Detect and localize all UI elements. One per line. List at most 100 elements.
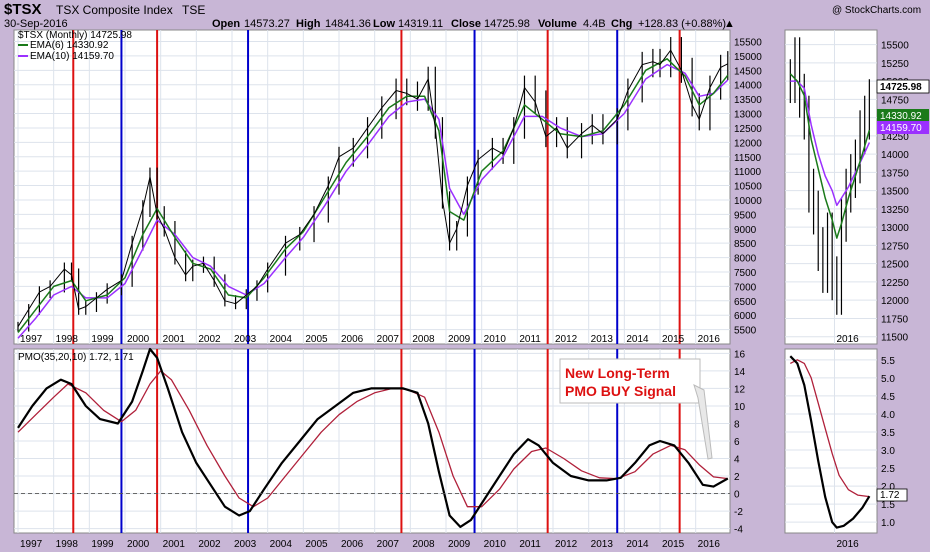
price-x-tick: 2000 [127, 334, 150, 345]
zoom-price-y-tick: 13750 [881, 168, 909, 179]
pmo-x-tick: 2007 [377, 539, 400, 550]
zoom-pmo-y-tick: 4.5 [881, 392, 895, 403]
open-value: 14573.27 [244, 18, 290, 30]
zoom-price-y-tick: 15500 [881, 41, 909, 52]
zoom-price-y-tick: 12000 [881, 296, 909, 307]
price-y-tick: 9500 [734, 210, 757, 221]
zoom-price-y-tick: 12750 [881, 241, 909, 252]
close-label: Close [451, 18, 481, 30]
price-x-tick: 2015 [662, 334, 685, 345]
zoom-price-y-tick: 15250 [881, 59, 909, 70]
price-y-tick: 7500 [734, 268, 757, 279]
pmo-x-tick: 2013 [591, 539, 614, 550]
price-x-tick: 2010 [484, 334, 507, 345]
price-x-tick: 2003 [234, 334, 257, 345]
zoom-price-y-tick: 13250 [881, 205, 909, 216]
price-y-tick: 10500 [734, 182, 762, 193]
volume-label: Volume [538, 18, 577, 30]
chg-arrow-icon: ▲ [724, 18, 735, 30]
annotation-box [559, 358, 701, 404]
zoom-pmo-y-tick: 1.5 [881, 500, 895, 511]
legend-pmo: PMO(35,20,10) 1.72, 1.71 [18, 352, 134, 363]
zoom-ema10-line [790, 80, 871, 207]
index-name: TSX Composite Index [56, 3, 173, 17]
zoom-pmo-line [789, 355, 871, 529]
open-label: Open [212, 18, 240, 30]
zoom-price-y-tick: 12500 [881, 260, 909, 271]
zoom-pmo-y-tick: 1.0 [881, 518, 895, 529]
price-x-tick: 1999 [91, 334, 114, 345]
volume-value: 4.4B [583, 18, 606, 30]
main-series [17, 37, 729, 528]
pmo-x-tick: 2002 [198, 539, 221, 550]
zoom-pmo-y-tick: 5.5 [881, 356, 895, 367]
zoom-ema6-line [789, 73, 871, 239]
zoom-pmo-signal-line [790, 359, 870, 498]
pmo-x-tick: 2005 [305, 539, 328, 550]
price-y-tick: 7000 [734, 282, 757, 293]
price-y-tick: 12000 [734, 138, 762, 149]
price-x-tick: 2014 [626, 334, 649, 345]
high-value: 14841.36 [325, 18, 371, 30]
legend-ema6: EMA(6) 14330.92 [30, 40, 109, 51]
close-value: 14725.98 [484, 18, 530, 30]
price-x-tick: 2008 [412, 334, 435, 345]
ema6-line [17, 58, 729, 333]
annotation-line1: New Long-Term [565, 365, 670, 381]
low-value: 14319.11 [398, 18, 443, 30]
pmo-x-tick: 1997 [20, 539, 43, 550]
pmo-y-tick: 10 [734, 402, 746, 413]
price-y-tick: 11000 [734, 167, 762, 178]
pmo-y-tick: 4 [734, 455, 740, 466]
pmo-x-tick: 2006 [341, 539, 364, 550]
zoom-price-y-tick: 11500 [881, 333, 909, 344]
pmo-y-tick: 14 [734, 367, 746, 378]
price-y-tick: 13500 [734, 95, 762, 106]
zoom-pmo-y-tick: 3.0 [881, 446, 895, 457]
zoom-price-y-tick: 12250 [881, 278, 909, 289]
price-legend: $TSX (Monthly) 14725.98 EMA(6) 14330.92 … [18, 30, 132, 62]
price-y-tick: 12500 [734, 124, 762, 135]
price-y-tick: 5500 [734, 326, 757, 337]
zoom-pmo-y-tick: 4.0 [881, 410, 895, 421]
annotation-pointer-icon [693, 384, 713, 460]
watermark: @ StockCharts.com [832, 5, 921, 16]
pmo-badge [876, 488, 908, 502]
zoom-pmo-y-tick: 3.5 [881, 428, 895, 439]
zoom-pmo-x-tick: 2016 [836, 539, 859, 550]
price-y-tick: 14500 [734, 66, 762, 77]
pmo-x-tick: 2009 [448, 539, 471, 550]
price-x-tick: 2012 [555, 334, 578, 345]
close-badge-text: 14725.98 [880, 82, 922, 93]
pmo-x-tick: 1998 [56, 539, 79, 550]
price-x-tick: 2009 [448, 334, 471, 345]
symbol-label: $TSX [4, 1, 42, 18]
ema10-badge-text: 14159.70 [880, 123, 922, 134]
price-x-tick: 2006 [341, 334, 364, 345]
pmo-y-tick: 6 [734, 437, 740, 448]
pmo-x-tick: 2012 [555, 539, 578, 550]
pmo-x-tick: 1999 [91, 539, 114, 550]
price-x-tick: 2002 [198, 334, 221, 345]
ema6-badge-text: 14330.92 [880, 111, 922, 122]
price-x-tick: 2005 [305, 334, 328, 345]
zoom-price-y-tick: 11750 [881, 314, 909, 325]
pmo-badge-text: 1.72 [880, 490, 900, 501]
pmo-x-tick: 2016 [698, 539, 721, 550]
close-badge [876, 79, 930, 94]
pmo-x-tick: 2004 [270, 539, 293, 550]
price-x-tick: 2004 [270, 334, 293, 345]
pmo-x-tick: 2015 [662, 539, 685, 550]
chg-label: Chg [611, 18, 632, 30]
ema6-badge [877, 109, 929, 122]
zoom-price-y-tick: 14250 [881, 132, 909, 143]
annotation-line2: PMO BUY Signal [565, 383, 676, 399]
pmo-x-tick: 2010 [484, 539, 507, 550]
price-x-tick: 2016 [698, 334, 721, 345]
price-y-tick: 15500 [734, 38, 762, 49]
pmo-buy-annotation: New Long-Term PMO BUY Signal [559, 358, 713, 460]
price-line [17, 49, 729, 327]
pmo-signal-line [17, 370, 728, 508]
zoom-price-y-tick: 14750 [881, 95, 909, 106]
